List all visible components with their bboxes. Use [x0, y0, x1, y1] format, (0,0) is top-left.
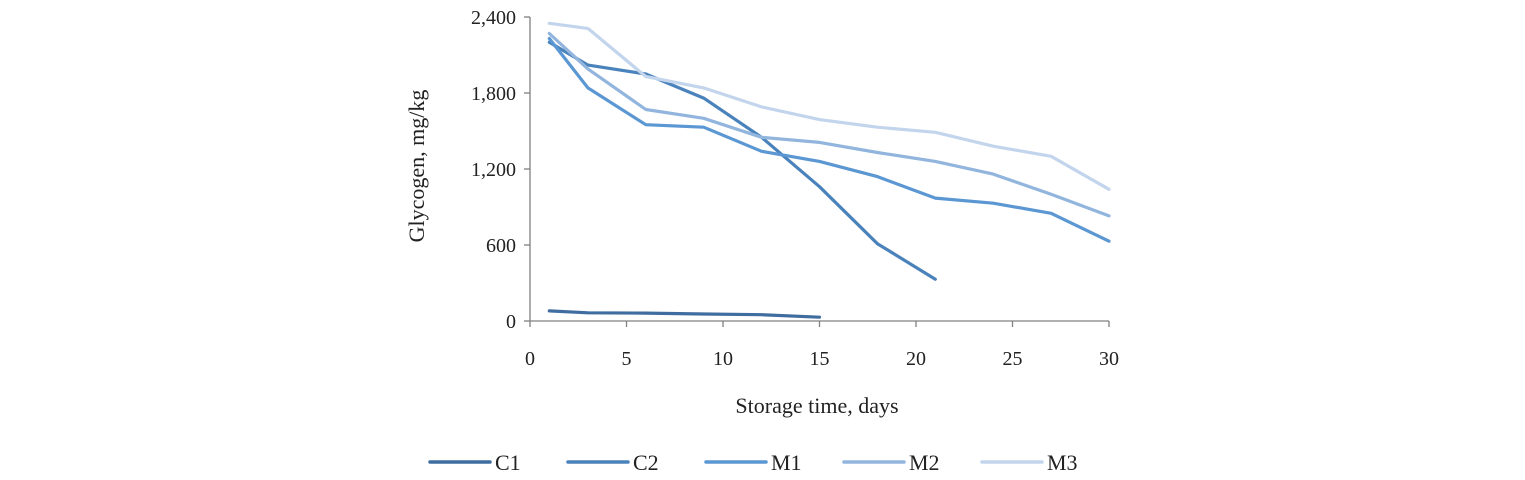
legend-label-c1: C1 — [495, 450, 521, 475]
x-tick-label: 25 — [1003, 348, 1023, 370]
y-tick-label: 2,400 — [471, 7, 516, 29]
x-tick-label: 30 — [1099, 348, 1119, 370]
plot-area: 0 600 1,200 1,800 2,400 0 5 10 15 20 25 30 — [471, 7, 1119, 370]
series-line-m3 — [547, 21, 1111, 191]
legend-label-m2: M2 — [909, 450, 940, 475]
x-tick-label: 10 — [713, 348, 733, 370]
y-axis-title: Glycogen, mg/kg — [404, 90, 429, 243]
y-axis-ticks: 0 600 1,200 1,800 2,400 — [471, 7, 530, 333]
y-tick-label: 0 — [506, 311, 516, 333]
series-line-c1 — [547, 309, 822, 319]
x-axis-ticks: 0 5 10 15 20 25 30 — [525, 321, 1119, 370]
legend-label-m3: M3 — [1047, 450, 1078, 475]
series-line-c2 — [547, 40, 937, 281]
series-line-m1 — [547, 36, 1111, 243]
y-tick-label: 1,200 — [471, 159, 516, 181]
x-tick-label: 15 — [810, 348, 830, 370]
y-tick-label: 600 — [486, 235, 516, 257]
legend-label-m1: M1 — [771, 450, 802, 475]
x-tick-label: 5 — [622, 348, 632, 370]
series-lines — [547, 21, 1111, 319]
x-tick-label: 20 — [906, 348, 926, 370]
legend-label-c2: C2 — [633, 450, 659, 475]
x-tick-label: 0 — [525, 348, 535, 370]
y-tick-label: 1,800 — [471, 83, 516, 105]
legend: C1 C2 M1 M2 M3 — [428, 450, 1078, 475]
x-axis-title: Storage time, days — [735, 393, 898, 418]
series-line-m2 — [547, 31, 1111, 218]
